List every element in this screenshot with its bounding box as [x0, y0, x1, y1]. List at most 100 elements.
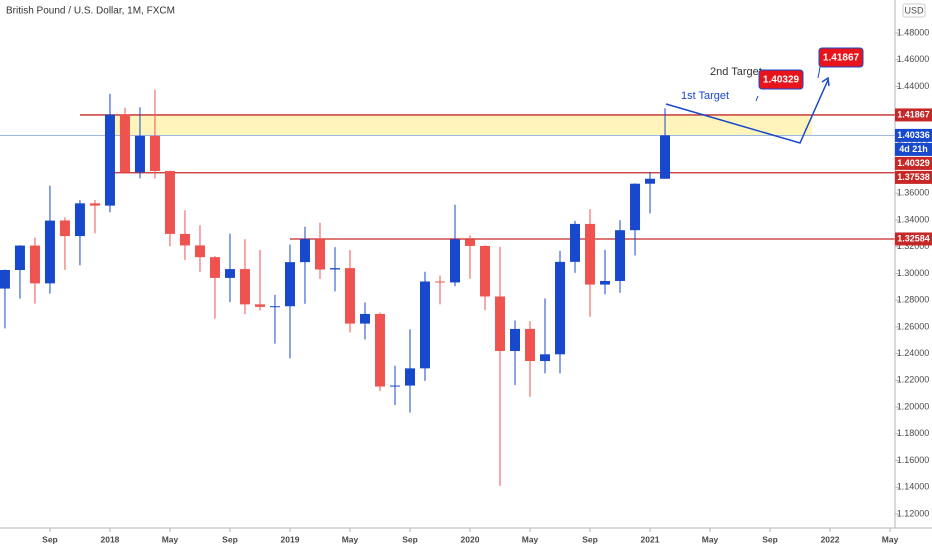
candle-body — [419, 281, 430, 369]
y-tick-label: 1.26000 — [897, 321, 930, 331]
candle-body — [299, 239, 310, 263]
y-tick-label: 1.20000 — [897, 401, 930, 411]
candle-body — [570, 223, 581, 262]
candle-body — [495, 296, 506, 351]
callout-text: 1.40329 — [763, 75, 800, 86]
annotation: 2nd Target — [710, 66, 762, 78]
x-tick-label: 2020 — [461, 534, 480, 544]
callout-box — [818, 47, 864, 68]
candle-body — [344, 268, 355, 324]
countdown-tag — [895, 142, 932, 156]
price-tag — [895, 232, 932, 246]
callout-pointer — [817, 66, 821, 79]
x-tick-label: 2018 — [101, 534, 120, 544]
price-tag-label: 1.40329 — [897, 158, 930, 168]
callout-pointer — [755, 95, 759, 102]
candle-body — [404, 368, 415, 386]
candle-body — [555, 261, 566, 355]
projection-line — [665, 79, 829, 144]
candle-body — [254, 304, 265, 307]
candle-body — [14, 245, 25, 271]
price-tag-label: 1.41867 — [897, 109, 930, 119]
candle-body — [525, 328, 536, 361]
y-tick-label: 1.24000 — [897, 348, 930, 358]
candle-body — [585, 223, 596, 285]
candle-body — [359, 313, 370, 324]
y-tick-label: 1.30000 — [897, 268, 930, 278]
x-tick-label: Sep — [402, 534, 418, 544]
target-zone — [108, 114, 813, 136]
x-tick-label: 2019 — [281, 534, 300, 544]
callout-text: 1.41867 — [823, 53, 860, 64]
candle-body — [480, 245, 491, 297]
price-tag — [895, 128, 932, 142]
candle-body — [239, 269, 250, 305]
candle-body — [0, 270, 10, 289]
y-tick-label: 1.34000 — [897, 214, 930, 224]
price-tag-label: 1.37538 — [897, 172, 930, 182]
candle-body — [630, 183, 641, 231]
price-tag-label: 1.32584 — [897, 233, 930, 243]
x-tick-label: 2022 — [821, 534, 840, 544]
price-tag — [895, 156, 932, 170]
x-tick-label: Sep — [582, 534, 598, 544]
x-tick-label: May — [162, 534, 179, 544]
price-tag — [895, 170, 932, 184]
candle-body — [434, 281, 445, 283]
x-tick-label: May — [342, 534, 359, 544]
candle-body — [314, 239, 325, 270]
x-tick-label: Sep — [42, 534, 58, 544]
candle-body — [89, 203, 100, 206]
y-tick-label: 1.22000 — [897, 375, 930, 385]
candle-body — [29, 245, 40, 284]
x-tick-label: May — [702, 534, 719, 544]
candle-body — [134, 135, 145, 173]
candle-body — [615, 230, 626, 281]
plot-area — [0, 89, 895, 486]
candle-body — [389, 385, 400, 387]
candle-body — [104, 114, 115, 206]
y-tick-label: 1.14000 — [897, 482, 930, 492]
candle-body — [224, 269, 235, 278]
candle-body — [450, 239, 461, 283]
candle-body — [149, 135, 160, 172]
countdown-label: 4d 21h — [899, 144, 928, 154]
y-tick-label: 1.36000 — [897, 188, 930, 198]
candle-body — [329, 268, 340, 270]
candle-body — [74, 203, 85, 237]
x-tick-label: May — [522, 534, 539, 544]
chart-title: British Pound / U.S. Dollar, 1M, FXCM — [6, 6, 175, 17]
candle-body — [465, 239, 476, 246]
currency-box — [902, 3, 926, 18]
x-tick-label: Sep — [222, 534, 238, 544]
y-tick-label: 1.46000 — [897, 54, 930, 64]
callout-box — [758, 69, 804, 90]
candle-body — [510, 328, 521, 351]
y-tick-label: 1.44000 — [897, 81, 930, 91]
candle-body — [284, 262, 295, 307]
candle-body — [59, 220, 70, 237]
candle-body — [645, 178, 656, 184]
candle-body — [209, 257, 220, 278]
arrow-head — [821, 76, 830, 87]
y-tick-label: 1.12000 — [897, 508, 930, 518]
x-tick-label: May — [882, 534, 899, 544]
x-tick-label: 2021 — [641, 534, 660, 544]
candle-body — [374, 313, 385, 387]
price-tag-label: 1.40336 — [897, 130, 930, 140]
candle-body — [194, 245, 205, 258]
candle-body — [540, 354, 551, 361]
candle-body — [660, 135, 671, 179]
annotation: 1st Target — [681, 90, 729, 102]
x-tick-label: Sep — [762, 534, 778, 544]
candle-body — [164, 171, 175, 234]
price-tag — [895, 108, 932, 122]
y-tick-label: 1.32000 — [897, 241, 930, 251]
candle-body — [600, 280, 611, 285]
y-tick-label: 1.28000 — [897, 295, 930, 305]
candle-body — [44, 220, 55, 284]
y-tick-label: 1.16000 — [897, 455, 930, 465]
candle-body — [119, 114, 130, 173]
candle-body — [179, 233, 190, 246]
